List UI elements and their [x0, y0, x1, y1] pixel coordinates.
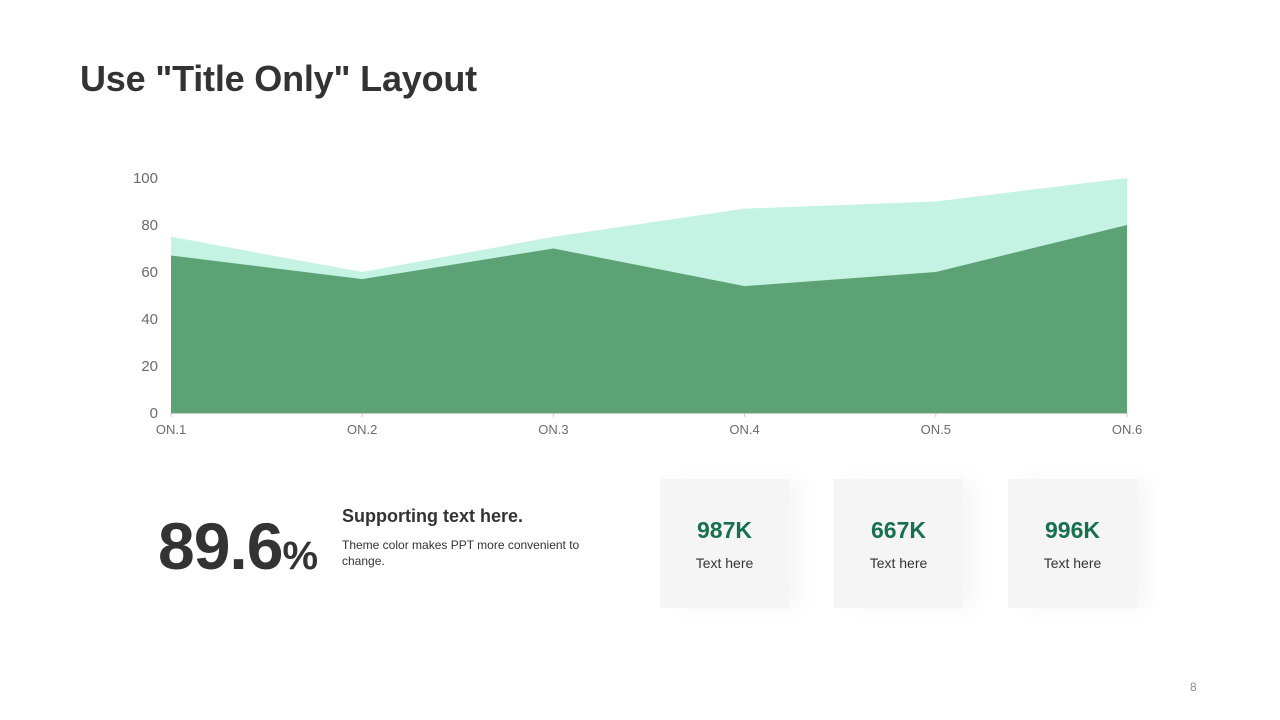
x-tick-label: ON.3	[538, 422, 568, 437]
stat-label: Text here	[869, 555, 928, 571]
stat-card-3: 996K Text here	[1008, 479, 1137, 608]
y-axis-ticks: 0 20 40 60 80 100	[133, 170, 158, 422]
page-number: 8	[1190, 680, 1197, 694]
stat-card-1: 987K Text here	[660, 479, 789, 608]
kpi-number: 89.6	[158, 509, 283, 583]
stat-card-2: 667K Text here	[834, 479, 963, 608]
area-series-front	[171, 225, 1127, 413]
y-tick-label: 80	[141, 217, 158, 234]
y-tick-label: 20	[141, 358, 158, 375]
stat-label: Text here	[695, 555, 754, 571]
chart-areas	[171, 178, 1127, 413]
stat-value: 987K	[697, 517, 752, 543]
supporting-body: Theme color makes PPT more convenient to…	[342, 538, 580, 568]
x-tick-label: ON.4	[729, 422, 759, 437]
y-tick-label: 40	[141, 311, 158, 328]
y-tick-label: 60	[141, 264, 158, 281]
x-tick-label: ON.1	[156, 422, 186, 437]
supporting-heading: Supporting text here.	[342, 506, 524, 526]
x-tick-label: ON.6	[1112, 422, 1142, 437]
slide-title: Use "Title Only" Layout	[80, 58, 477, 99]
kpi-unit: %	[282, 534, 319, 578]
kpi-percentage: 89.6%	[158, 508, 318, 594]
y-tick-label: 100	[133, 170, 158, 187]
x-tick-label: ON.5	[921, 422, 951, 437]
x-axis-ticks: ON.1 ON.2 ON.3 ON.4 ON.5 ON.6	[156, 413, 1142, 437]
stat-value: 996K	[1045, 517, 1100, 543]
stat-value: 667K	[871, 517, 926, 543]
stat-label: Text here	[1043, 555, 1102, 571]
x-tick-label: ON.2	[347, 422, 377, 437]
y-tick-label: 0	[150, 405, 158, 422]
